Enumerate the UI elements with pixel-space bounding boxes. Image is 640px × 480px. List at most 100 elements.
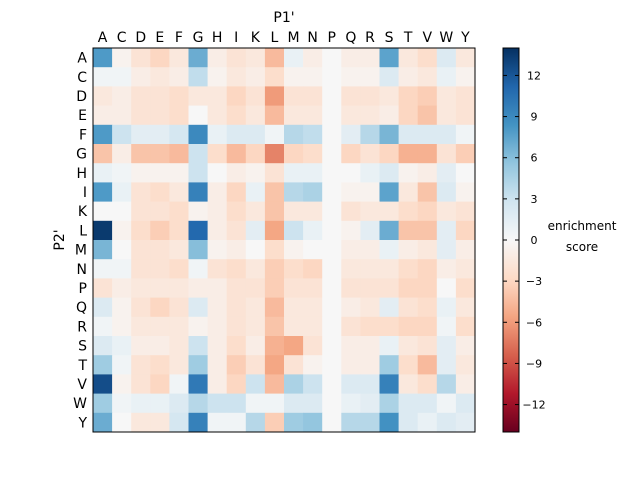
heatmap-cell [341, 48, 361, 68]
heatmap-cell [398, 336, 419, 356]
colorbar-tick-label: −12 [522, 399, 545, 412]
x-axis-label: P1' [273, 10, 294, 26]
heatmap-cell [379, 182, 399, 202]
heatmap-cell [245, 144, 266, 164]
heatmap-cell [284, 201, 304, 222]
heatmap-cell [112, 278, 132, 298]
y-tick-label: Q [76, 300, 87, 316]
heatmap-cell [417, 220, 438, 241]
heatmap-cell [226, 336, 247, 356]
heatmap-cell [150, 67, 170, 87]
heatmap-cell [131, 220, 151, 241]
heatmap-cell [188, 182, 208, 202]
y-tick-label: G [76, 147, 87, 163]
heatmap-cell [284, 374, 304, 394]
x-tick-label: V [422, 30, 432, 46]
heatmap-cell [360, 374, 380, 394]
heatmap-cell [264, 259, 285, 279]
heatmap-cell [303, 259, 323, 279]
x-tick-label: M [288, 30, 300, 46]
heatmap-cell [150, 259, 170, 279]
heatmap-cell [455, 144, 476, 164]
heatmap-cell [417, 86, 438, 106]
y-tick-label: I [83, 185, 87, 201]
heatmap-cell [245, 297, 266, 318]
heatmap-cell [417, 124, 438, 145]
heatmap-cell [360, 297, 380, 318]
heatmap-cell [436, 182, 457, 202]
heatmap-cell [284, 278, 304, 298]
heatmap-cell [379, 67, 399, 87]
heatmap-cell [417, 355, 438, 375]
heatmap-cell [169, 374, 189, 394]
heatmap-cell [322, 412, 342, 433]
heatmap-cell [303, 144, 323, 164]
heatmap-cell [322, 393, 342, 414]
heatmap-cell [131, 336, 151, 356]
heatmap-cell [112, 67, 132, 87]
heatmap-cell [360, 336, 380, 356]
heatmap-cell [264, 336, 285, 356]
heatmap-cell [341, 316, 361, 337]
heatmap-cell [398, 316, 419, 337]
heatmap-cell [360, 240, 380, 260]
heatmap-cell [303, 316, 323, 337]
heatmap-cell [455, 182, 476, 202]
heatmap-cell [284, 412, 304, 433]
heatmap-cell [417, 336, 438, 356]
heatmap-cell [284, 240, 304, 260]
heatmap-cell [360, 86, 380, 106]
heatmap-cell [303, 374, 323, 394]
heatmap-cell [303, 201, 323, 222]
heatmap-cell [322, 297, 342, 318]
heatmap-cell [245, 182, 266, 202]
heatmap-cell [188, 240, 208, 260]
heatmap-cell [436, 105, 457, 126]
heatmap-cell [150, 163, 170, 183]
heatmap-cell [226, 412, 247, 433]
heatmap-cell [436, 297, 457, 318]
colorbar-tick-label: 12 [527, 69, 541, 82]
heatmap-cell [226, 163, 247, 183]
colorbar-tick-label: 6 [531, 152, 538, 165]
colorbar-tick-label: −3 [526, 275, 542, 288]
heatmap-cell [322, 374, 342, 394]
x-tick-label: D [135, 30, 146, 46]
heatmap-cell [417, 374, 438, 394]
y-tick-label: L [79, 223, 87, 239]
heatmap-cell [455, 297, 476, 318]
heatmap-cell [169, 182, 189, 202]
heatmap-cell [303, 67, 323, 87]
heatmap-cell [322, 259, 342, 279]
heatmap-cell [169, 201, 189, 222]
heatmap-cell [112, 393, 132, 414]
heatmap-cell [169, 336, 189, 356]
heatmap-cell [417, 144, 438, 164]
heatmap-cell [360, 201, 380, 222]
colorbar-tick-label: −9 [526, 357, 542, 370]
y-tick-label: P [79, 281, 87, 297]
x-tick-label: R [365, 30, 375, 46]
heatmap-cell [226, 355, 247, 375]
heatmap-cell [169, 144, 189, 164]
heatmap-cell [398, 124, 419, 145]
heatmap-cell [188, 278, 208, 298]
heatmap-cell [303, 124, 323, 145]
y-tick-label: D [76, 89, 87, 105]
colorbar-tick-label: 0 [531, 234, 538, 247]
y-tick-label: W [73, 396, 87, 412]
heatmap-cell [417, 163, 438, 183]
heatmap-cell [169, 240, 189, 260]
heatmap-cell [341, 182, 361, 202]
heatmap-cell [169, 393, 189, 414]
heatmap-cell [341, 393, 361, 414]
heatmap-cell [245, 240, 266, 260]
x-tick-label: T [403, 30, 413, 46]
heatmap-cell [455, 355, 476, 375]
heatmap-cell [207, 105, 228, 126]
heatmap-cell [264, 182, 285, 202]
y-tick-label: F [79, 127, 87, 143]
heatmap-cell [112, 163, 132, 183]
heatmap-cell [398, 297, 419, 318]
